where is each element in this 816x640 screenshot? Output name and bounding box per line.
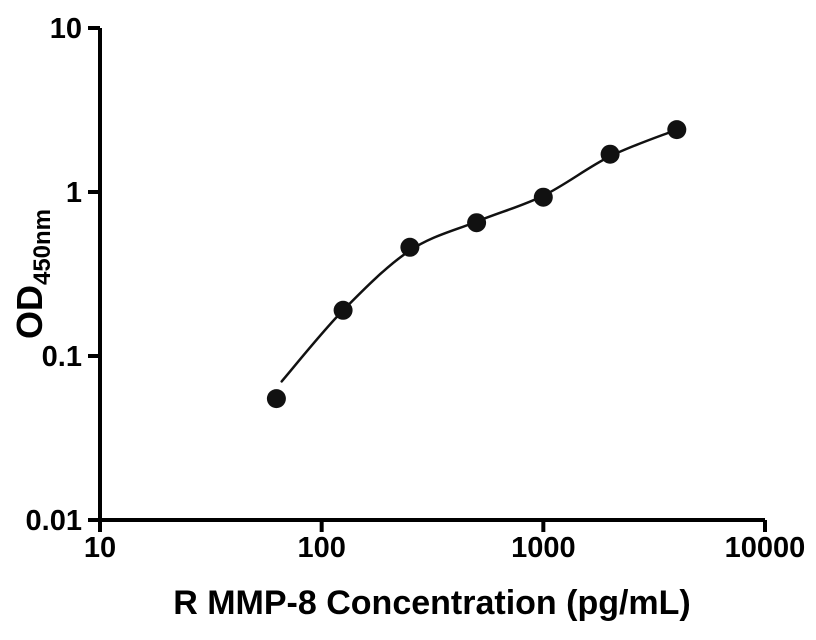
x-axis-title: R MMP-8 Concentration (pg/mL) (173, 584, 691, 622)
y-axis-tick-label: 0.01 (26, 505, 82, 537)
data-point (333, 300, 353, 320)
y-axis-title: OD450nm (9, 209, 56, 339)
data-point (600, 144, 620, 164)
data-point (266, 389, 286, 409)
axis-lines (98, 28, 765, 522)
data-point (667, 120, 687, 140)
x-axis-tick-label: 10000 (725, 532, 806, 564)
x-axis-tick-label: 1000 (511, 532, 576, 564)
y-axis-tick-label: 10 (50, 13, 82, 45)
tick-labels: 10 100 1000 10000 0.01 0.1 1 10 (26, 13, 806, 564)
y-axis-tick-label: 1 (66, 177, 82, 209)
data-points-layer (266, 120, 687, 409)
axes (98, 28, 765, 522)
fit-curve-path (280, 128, 679, 383)
fit-curve-layer (280, 128, 679, 383)
data-point (467, 213, 487, 233)
y-axis-title-subscript: 450nm (29, 209, 56, 285)
y-axis-tick-label: 0.1 (42, 341, 82, 373)
x-axis-tick-label: 10 (84, 532, 116, 564)
tick-marks (88, 26, 767, 532)
y-axis-title-main: OD (9, 285, 50, 339)
data-point (400, 237, 420, 257)
data-point (533, 187, 553, 207)
x-axis-tick-label: 100 (297, 532, 345, 564)
